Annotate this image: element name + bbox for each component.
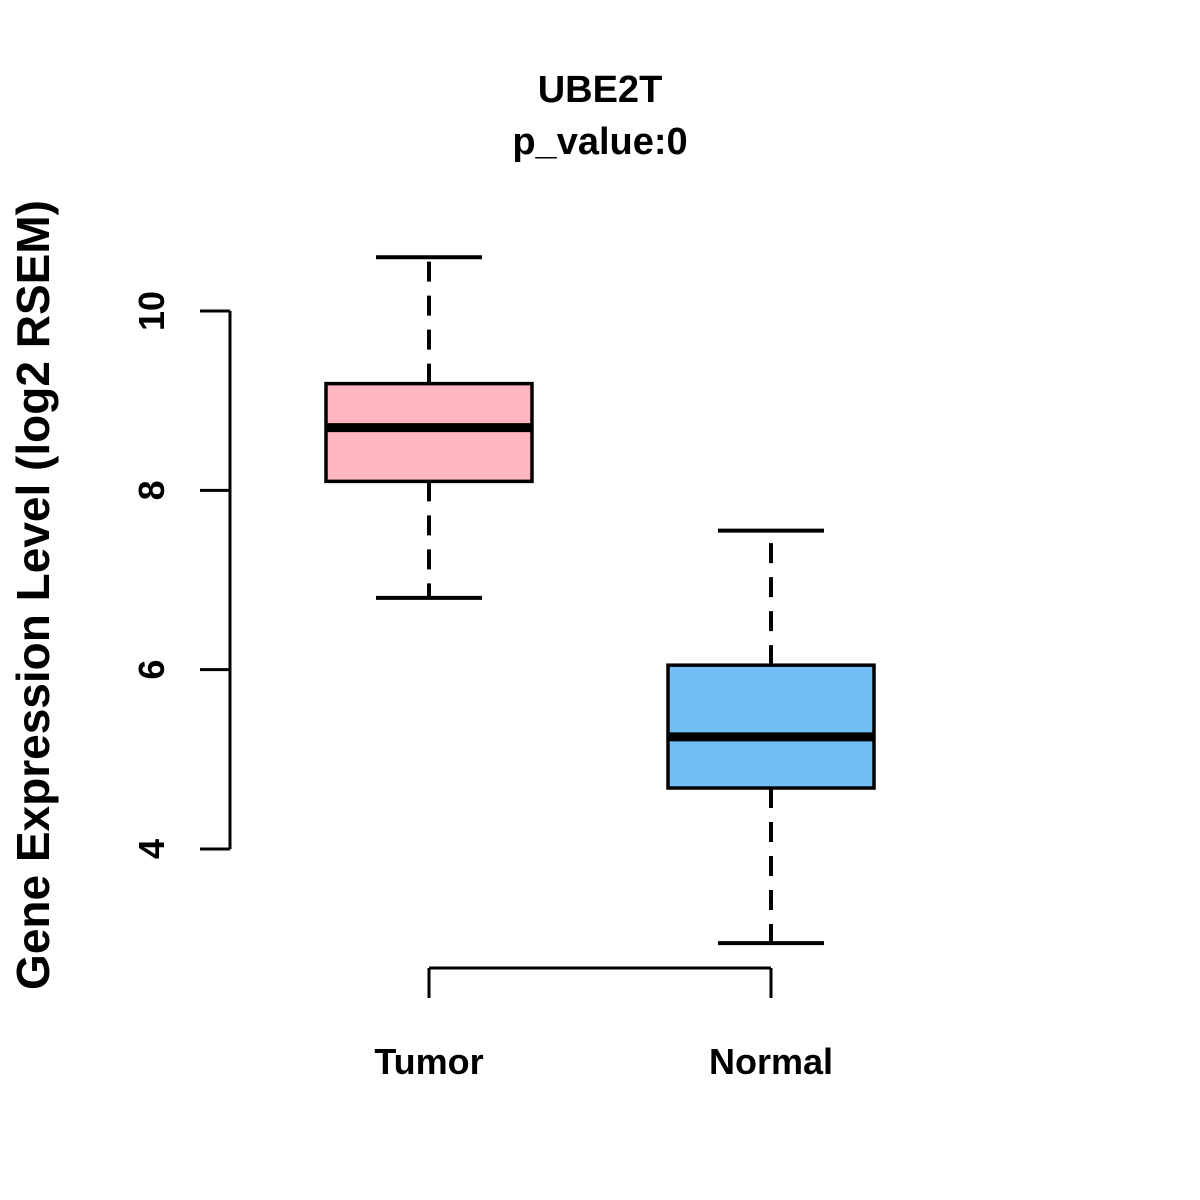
x-tick-label-normal: Normal (708, 1041, 834, 1082)
y-tick-label: 10 (131, 291, 172, 331)
box-tumor (324, 381, 534, 484)
chart-subtitle: p_value:0 (512, 121, 688, 163)
y-tick-label: 4 (131, 839, 172, 859)
box-normal (666, 663, 876, 790)
y-tick-label: 8 (131, 480, 172, 500)
x-tick-label-tumor: Tumor (374, 1041, 484, 1082)
chart-title: UBE2T (537, 69, 663, 111)
y-tick-label: 6 (131, 660, 172, 680)
